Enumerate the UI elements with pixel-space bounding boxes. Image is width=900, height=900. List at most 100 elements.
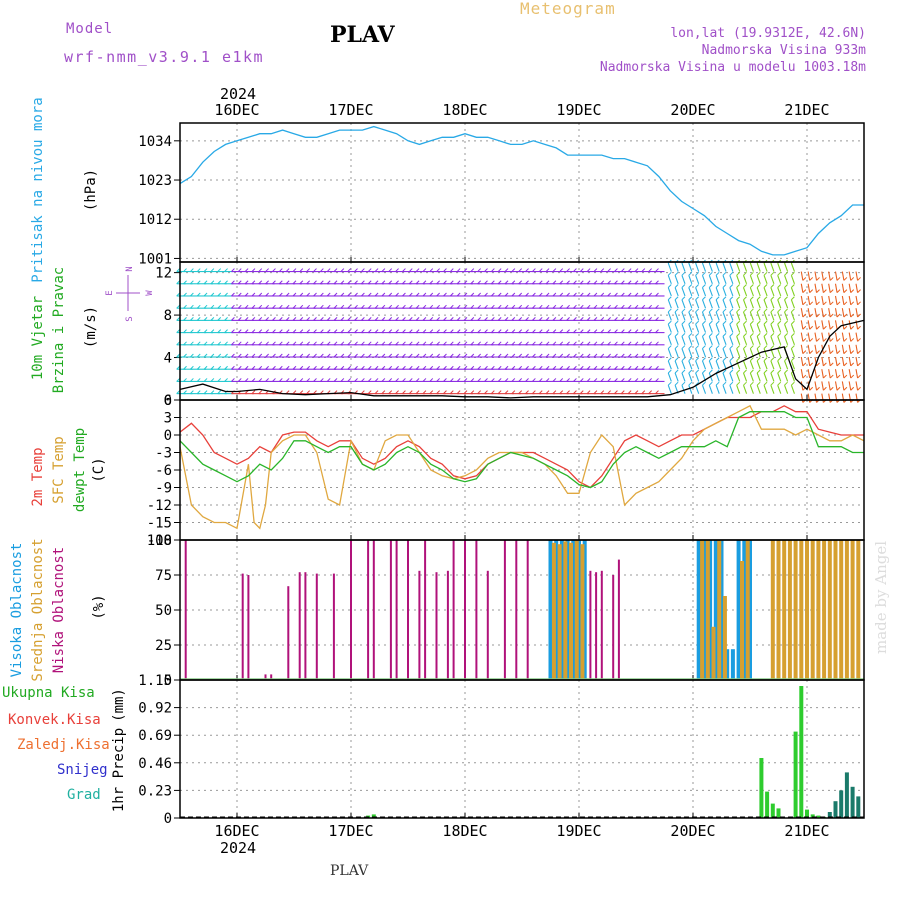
- wind-barb: [848, 308, 852, 318]
- wind-barb-flag: [443, 268, 447, 272]
- wind-barb: [701, 323, 707, 333]
- wind-barb-flag: [196, 280, 201, 285]
- precip-unit: (mm): [111, 688, 127, 722]
- wind-barb-flag: [340, 329, 345, 333]
- y-tick-label: 75: [155, 568, 172, 584]
- wind-barb-flag: [641, 280, 646, 285]
- wind-barb-flag: [244, 353, 249, 358]
- wind-barb-flag: [292, 353, 297, 358]
- wind-barb-flag: [532, 329, 536, 333]
- wind-barb-flag: [381, 353, 386, 358]
- wind-barb-flag: [857, 277, 861, 281]
- cloud-bar: [569, 542, 574, 680]
- y-tick-label: 6: [164, 393, 172, 409]
- wind-barb: [814, 369, 818, 379]
- wind-barb-flag: [395, 365, 399, 370]
- wind-barb-flag: [347, 353, 352, 358]
- cloud-bar: [856, 540, 861, 680]
- cloud-bar: [810, 540, 815, 680]
- lonlat-label: lon,lat (19.9312E, 42.6N): [670, 26, 866, 41]
- wind-barb-flag: [620, 317, 625, 321]
- wind-barb: [681, 311, 686, 321]
- wind-barb-flag: [196, 268, 201, 272]
- wind-barb: [790, 384, 795, 394]
- wind-barb-flag: [326, 304, 331, 309]
- wind-barb-flag: [251, 280, 256, 285]
- wind-barb-flag: [258, 268, 263, 272]
- wind-barb: [729, 311, 734, 321]
- wind-barb-flag: [627, 268, 632, 272]
- wind-barb: [790, 323, 795, 333]
- wind-barb-flag: [736, 369, 741, 374]
- wind-barb-flag: [313, 304, 317, 309]
- wind-barb-flag: [292, 304, 297, 309]
- wind-barb-flag: [525, 292, 529, 297]
- wind-barb-flag: [449, 365, 454, 370]
- wind-barb: [695, 287, 700, 297]
- wind-barb-flag: [292, 378, 297, 382]
- wind-barb-flag: [265, 268, 269, 272]
- wind-barb-flag: [836, 301, 841, 306]
- wind-barb-flag: [600, 378, 605, 382]
- wind-barb-flag: [408, 329, 413, 333]
- wind-barb: [814, 381, 818, 391]
- wind-barb-flag: [422, 378, 427, 382]
- wind-barb-flag: [802, 301, 807, 306]
- wind-barb-flag: [586, 341, 591, 346]
- wind-barb-flag: [722, 332, 727, 337]
- wind-barb-flag: [545, 280, 550, 285]
- wind-barb-flag: [361, 268, 365, 272]
- wind-barb-flag: [217, 365, 222, 370]
- wind-barb-flag: [176, 341, 181, 346]
- wind-barb-flag: [518, 329, 523, 333]
- cloud-bar: [548, 540, 553, 680]
- wind-barb: [695, 384, 700, 394]
- y-tick-label: 12: [155, 266, 172, 282]
- wind-barb: [777, 348, 782, 358]
- bottom-date-label: 20DEC: [670, 822, 715, 840]
- wind-barb-flag: [374, 341, 379, 346]
- wind-barb-flag: [791, 284, 795, 288]
- wind-barb-flag: [545, 304, 550, 309]
- wind-barb: [742, 336, 748, 345]
- wind-barb-flag: [278, 304, 283, 309]
- wind-barb-flag: [319, 268, 324, 272]
- wind-barb-flag: [836, 277, 841, 281]
- wind-barb-flag: [306, 304, 311, 309]
- wind-barb-flag: [648, 341, 653, 346]
- wind-barb-flag: [449, 390, 454, 394]
- wind-barb-flag: [586, 280, 591, 285]
- wind-barb-flag: [272, 317, 276, 321]
- wind-barb-flag: [695, 369, 699, 374]
- wind-barb-flag: [559, 329, 564, 333]
- cloud-bar: [563, 541, 568, 680]
- wind-barb-flag: [319, 304, 324, 309]
- y-tick-label: 1034: [138, 134, 172, 150]
- wind-barb-flag: [402, 268, 406, 272]
- wind-barb-flag: [415, 365, 420, 370]
- wind-barb-flag: [196, 390, 201, 394]
- wind-barb-flag: [743, 308, 747, 313]
- wind-barb-flag: [715, 332, 720, 337]
- y-tick-label: 3: [164, 411, 172, 427]
- wind-barb-flag: [217, 329, 222, 333]
- wind-barb-flag: [850, 338, 855, 342]
- wind-barb: [821, 283, 824, 293]
- wind-barb-flag: [627, 292, 632, 297]
- wind-barb-flag: [456, 292, 461, 297]
- wind-barb: [763, 323, 768, 333]
- wind-barb-flag: [190, 390, 194, 394]
- wind-barb-flag: [340, 365, 345, 370]
- wind-barb-flag: [532, 317, 536, 321]
- wind-barb-flag: [566, 365, 570, 370]
- cloud-bar: [565, 540, 570, 680]
- wind-barb: [855, 332, 859, 342]
- wind-barb-flag: [504, 390, 509, 394]
- wind-barb-flag: [857, 313, 861, 318]
- wind-barb-flag: [655, 378, 659, 382]
- wind-barb-flag: [333, 268, 338, 272]
- wind-barb-flag: [381, 268, 386, 272]
- wind-barb-flag: [176, 390, 181, 394]
- wind-barb-flag: [319, 329, 324, 333]
- wind-barb: [834, 393, 838, 403]
